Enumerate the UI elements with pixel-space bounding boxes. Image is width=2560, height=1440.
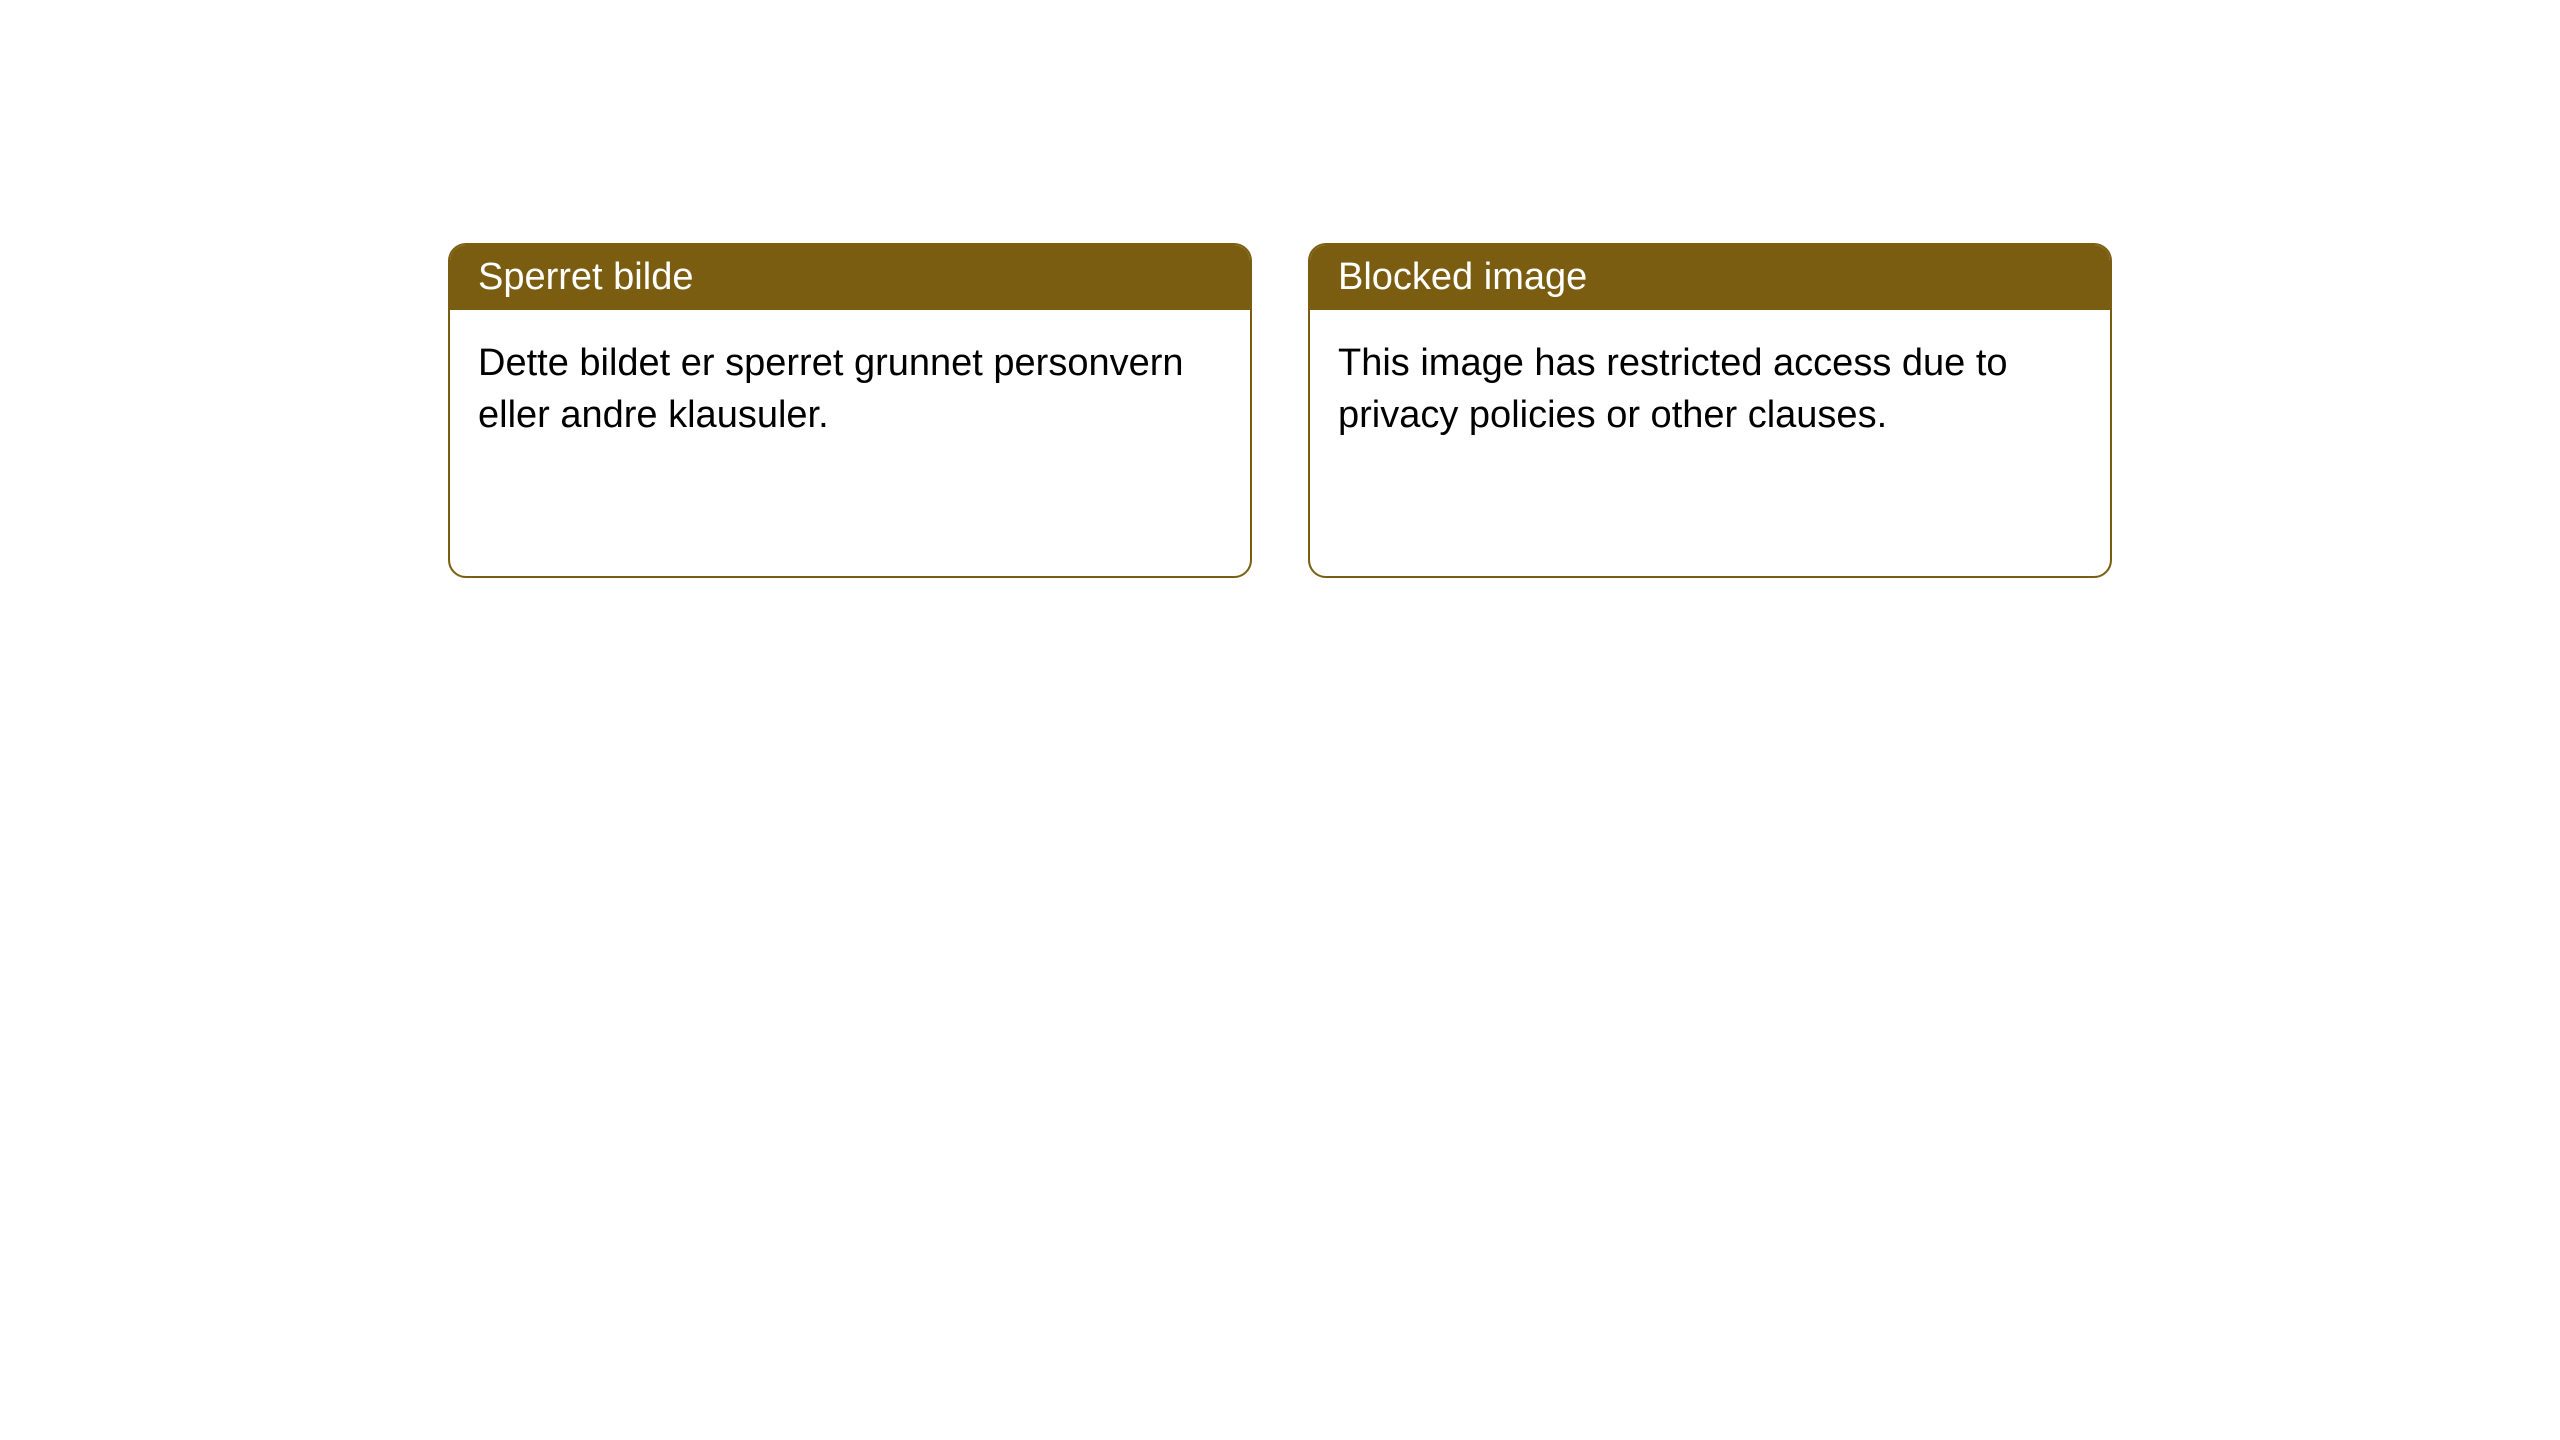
notice-card-english: Blocked image This image has restricted …	[1308, 243, 2112, 578]
notice-card-body-text: This image has restricted access due to …	[1338, 342, 2008, 435]
notice-card-norwegian: Sperret bilde Dette bildet er sperret gr…	[448, 243, 1252, 578]
notice-card-body: This image has restricted access due to …	[1310, 310, 2110, 469]
notice-card-title: Sperret bilde	[478, 256, 693, 298]
notice-container: Sperret bilde Dette bildet er sperret gr…	[0, 0, 2560, 578]
notice-card-header: Blocked image	[1310, 245, 2110, 310]
notice-card-body: Dette bildet er sperret grunnet personve…	[450, 310, 1250, 469]
notice-card-title: Blocked image	[1338, 256, 1587, 298]
notice-card-header: Sperret bilde	[450, 245, 1250, 310]
notice-card-body-text: Dette bildet er sperret grunnet personve…	[478, 342, 1184, 435]
